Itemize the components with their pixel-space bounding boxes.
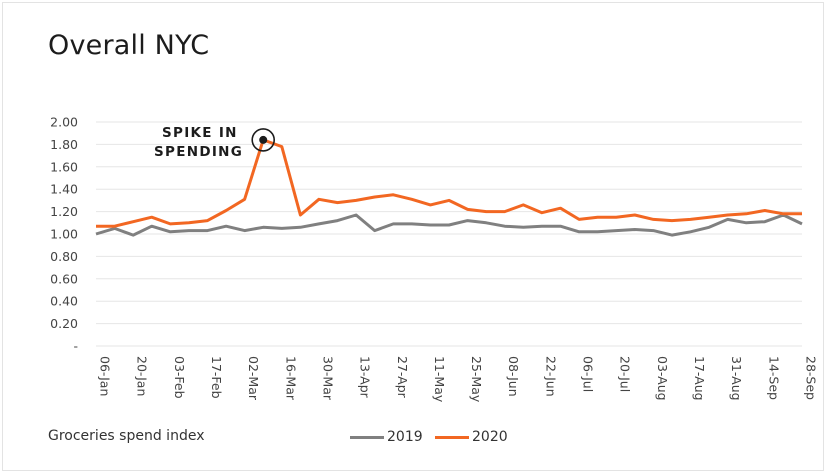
y-tick-label: 2.00 [50,115,78,130]
y-axis-label: Groceries spend index [48,428,205,444]
x-tick-label: 11-May [432,356,447,403]
spike-ring [251,128,276,152]
series-lines [95,138,803,237]
series-line-2019 [95,213,803,237]
x-tick-label: 25-May [469,356,484,403]
legend-item-2020: 2020 [435,428,508,446]
y-axis-ticks: - 0.20 0.40 0.60 0.80 1.00 1.20 1.40 1.60 1.80 2.0… [50,115,78,354]
x-tick-label: 13-Apr [358,356,373,399]
x-tick-label: 17-Feb [209,356,224,399]
y-tick-label: - [73,339,78,354]
x-tick-label: 20-Jan [135,356,150,396]
x-tick-label: 06-Jan [98,356,113,396]
x-tick-label: 03-Feb [172,356,187,399]
x-tick-label: 03-Aug [655,356,670,401]
x-tick-label: 02-Mar [246,356,261,401]
x-tick-label: 22-Jun [543,356,558,397]
annotation-line1: SPIKE IN [162,125,238,141]
annotation-line2: SPENDING [154,144,243,160]
y-tick-label: 1.80 [50,137,78,152]
x-tick-label: 30-Mar [320,356,335,401]
series-line-2020 [96,138,802,228]
y-tick-label: 0.80 [50,249,78,264]
spike-point [259,135,268,144]
y-tick-label: 0.20 [50,316,78,331]
y-tick-label: 0.40 [50,294,78,309]
y-tick-label: 1.20 [50,204,78,219]
legend-swatch-2019 [350,435,384,439]
y-tick-label: 0.60 [50,271,78,286]
x-tick-label: 27-Apr [395,356,410,399]
legend-label-2019: 2019 [387,429,423,445]
x-tick-label: 06-Jul [581,356,596,392]
legend-swatch-2020 [435,435,469,439]
x-tick-label: 14-Sep [766,356,781,400]
x-tick-label: 31-Aug [729,356,744,401]
y-tick-label: 1.40 [50,182,78,197]
x-tick-label: 28-Sep [804,356,819,400]
y-tick-label: 1.00 [50,227,78,242]
legend-item-2019: 2019 [350,428,423,446]
x-tick-label: 17-Aug [692,356,707,401]
x-tick-label: 20-Jul [618,356,633,392]
legend-label-2020: 2020 [472,429,508,445]
x-axis-ticks: 06-Jan 20-Jan 03-Feb 17-Feb 02-Mar 16-Mar 30-M… [98,356,819,403]
x-tick-label: 08-Jun [506,356,521,397]
chart-title: Overall NYC [48,30,210,61]
x-tick-label: 16-Mar [283,356,298,401]
spike-annotation: SPIKE IN SPENDING [154,125,276,160]
y-tick-label: 1.60 [50,159,78,174]
